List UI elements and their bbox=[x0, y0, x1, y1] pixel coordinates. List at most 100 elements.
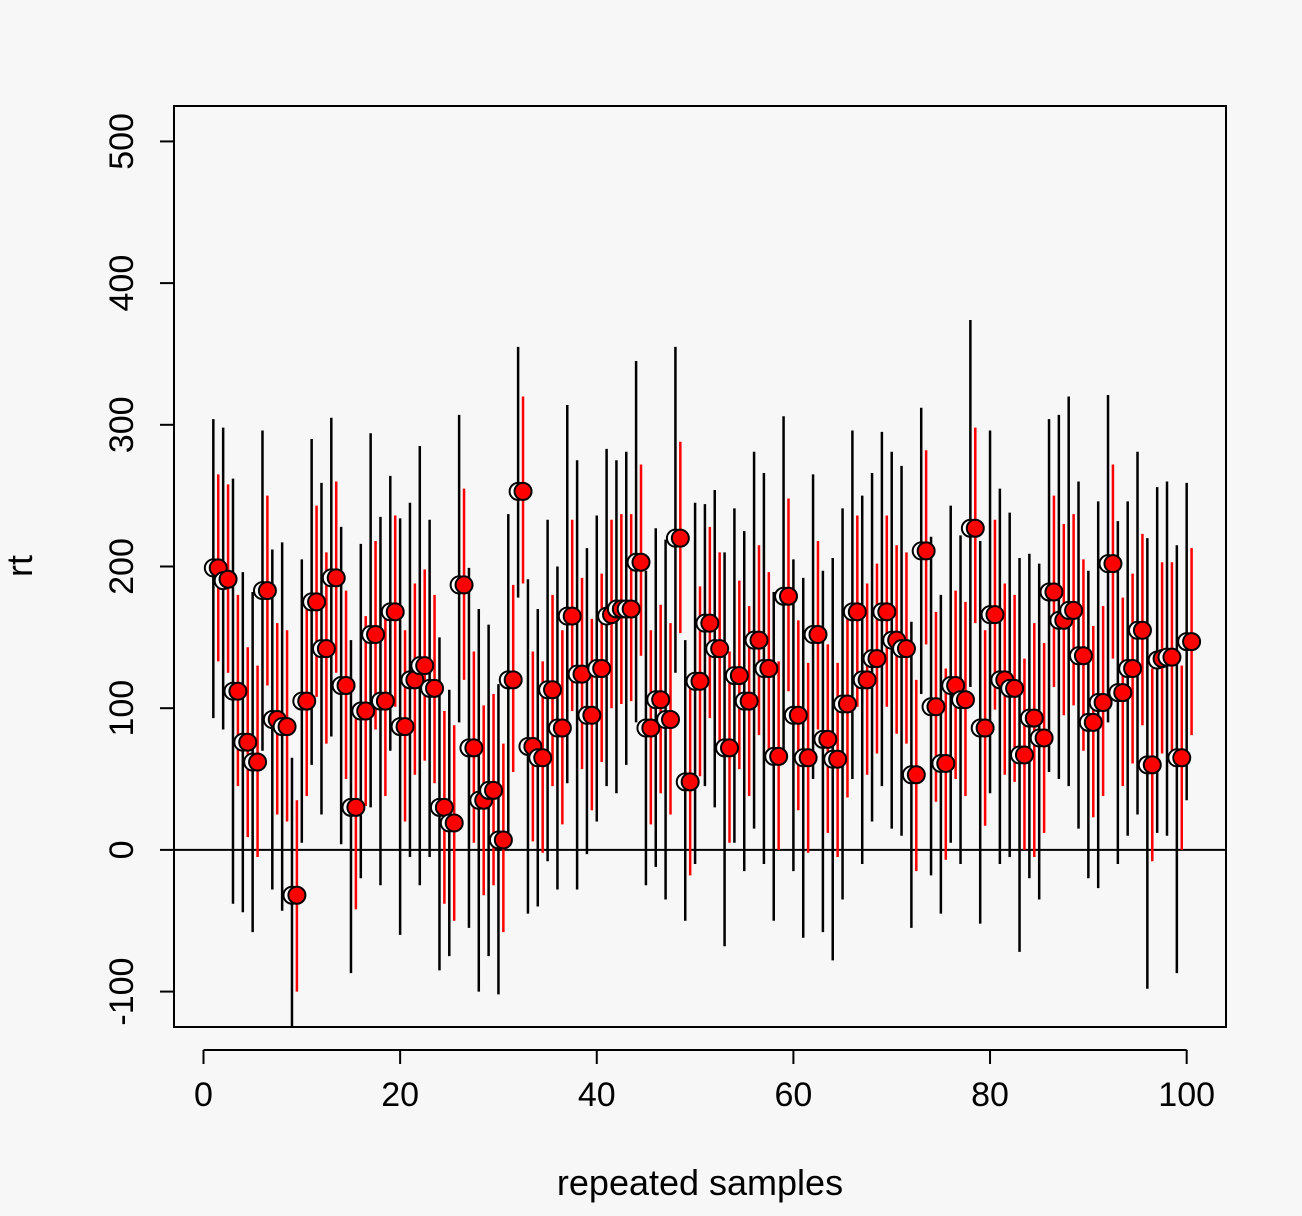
point-filled bbox=[1005, 678, 1025, 698]
point-filled bbox=[690, 671, 710, 691]
point-filled bbox=[1044, 582, 1064, 602]
point-filled bbox=[896, 639, 916, 659]
point-filled bbox=[562, 606, 582, 626]
point-filled bbox=[257, 581, 277, 601]
x-tick-label: 60 bbox=[774, 1076, 812, 1114]
point-filled bbox=[857, 670, 877, 690]
y-tick-label: 400 bbox=[103, 255, 141, 312]
point-filled bbox=[1103, 554, 1123, 574]
point-filled bbox=[788, 705, 808, 725]
point-filled bbox=[248, 752, 268, 772]
point-filled bbox=[552, 718, 572, 738]
x-tick-label: 100 bbox=[1158, 1076, 1215, 1114]
point-filled bbox=[533, 748, 553, 768]
point-filled bbox=[1162, 647, 1182, 667]
point-filled bbox=[316, 639, 336, 659]
point-filled bbox=[1132, 620, 1152, 640]
point-filled bbox=[837, 694, 857, 714]
point-filled bbox=[375, 691, 395, 711]
point-filled bbox=[680, 772, 700, 792]
y-tick-label: 300 bbox=[103, 396, 141, 453]
point-filled bbox=[1024, 708, 1044, 728]
point-filled bbox=[1034, 728, 1054, 748]
point-filled bbox=[326, 568, 346, 588]
point-filled bbox=[434, 797, 454, 817]
point-filled bbox=[621, 599, 641, 619]
y-axis-title: rt bbox=[0, 555, 40, 577]
point-filled bbox=[1073, 646, 1093, 666]
point-filled bbox=[464, 738, 484, 758]
point-filled bbox=[277, 717, 297, 737]
point-filled bbox=[749, 630, 769, 650]
point-filled bbox=[592, 659, 612, 679]
point-filled bbox=[847, 602, 867, 622]
point-filled bbox=[1014, 745, 1034, 765]
x-tick-label: 80 bbox=[971, 1076, 1009, 1114]
y-tick-label: 500 bbox=[103, 113, 141, 170]
point-filled bbox=[1093, 693, 1113, 713]
point-filled bbox=[828, 749, 848, 769]
point-filled bbox=[415, 656, 435, 676]
x-axis-title: repeated samples bbox=[557, 1162, 843, 1203]
point-filled bbox=[513, 481, 533, 501]
point-filled bbox=[493, 830, 513, 850]
x-axis: 0 20 40 60 80 100 bbox=[194, 1049, 1215, 1114]
point-filled bbox=[818, 729, 838, 749]
point-filled bbox=[307, 592, 327, 612]
point-filled bbox=[1113, 683, 1133, 703]
point-filled bbox=[778, 586, 798, 606]
point-filled bbox=[641, 718, 661, 738]
point-filled bbox=[356, 701, 376, 721]
point-filled bbox=[1083, 712, 1103, 732]
point-filled bbox=[631, 552, 651, 572]
point-filled bbox=[985, 605, 1005, 625]
x-tick-label: 40 bbox=[578, 1076, 616, 1114]
point-filled bbox=[759, 659, 779, 679]
y-tick-label: -100 bbox=[103, 958, 141, 1026]
point-filled bbox=[1142, 755, 1162, 775]
point-filled bbox=[218, 569, 238, 589]
point-filled bbox=[906, 765, 926, 785]
y-tick-label: 200 bbox=[103, 538, 141, 595]
point-filled bbox=[729, 666, 749, 686]
point-filled bbox=[661, 710, 681, 730]
point-filled bbox=[444, 813, 464, 833]
point-filled bbox=[543, 680, 563, 700]
point-filled bbox=[1172, 748, 1192, 768]
point-filled bbox=[651, 690, 671, 710]
point-filled bbox=[975, 718, 995, 738]
point-filled bbox=[798, 748, 818, 768]
point-filled bbox=[965, 518, 985, 538]
point-filled bbox=[336, 676, 356, 696]
point-filled bbox=[670, 528, 690, 548]
x-tick-label: 20 bbox=[381, 1076, 419, 1114]
plot-area bbox=[174, 319, 1226, 1027]
data-marks bbox=[203, 319, 1202, 1027]
point-filled bbox=[808, 625, 828, 645]
point-filled bbox=[395, 717, 415, 737]
point-filled bbox=[926, 697, 946, 717]
point-filled bbox=[955, 690, 975, 710]
point-filled bbox=[739, 691, 759, 711]
point-filled bbox=[238, 732, 258, 752]
point-filled bbox=[719, 738, 739, 758]
point-filled bbox=[297, 691, 317, 711]
point-filled bbox=[710, 639, 730, 659]
point-filled bbox=[385, 602, 405, 622]
point-filled bbox=[582, 705, 602, 725]
point-filled bbox=[425, 678, 445, 698]
point-filled bbox=[454, 575, 474, 595]
point-filled bbox=[366, 625, 386, 645]
point-filled bbox=[1123, 659, 1143, 679]
point-filled bbox=[916, 541, 936, 561]
point-filled bbox=[936, 753, 956, 773]
point-filled bbox=[287, 885, 307, 905]
point-filled bbox=[769, 746, 789, 766]
point-filled bbox=[503, 670, 523, 690]
y-tick-label: 0 bbox=[103, 840, 141, 859]
point-filled bbox=[700, 613, 720, 633]
x-tick-label: 0 bbox=[194, 1076, 213, 1114]
point-filled bbox=[228, 681, 248, 701]
point-filled bbox=[867, 649, 887, 669]
